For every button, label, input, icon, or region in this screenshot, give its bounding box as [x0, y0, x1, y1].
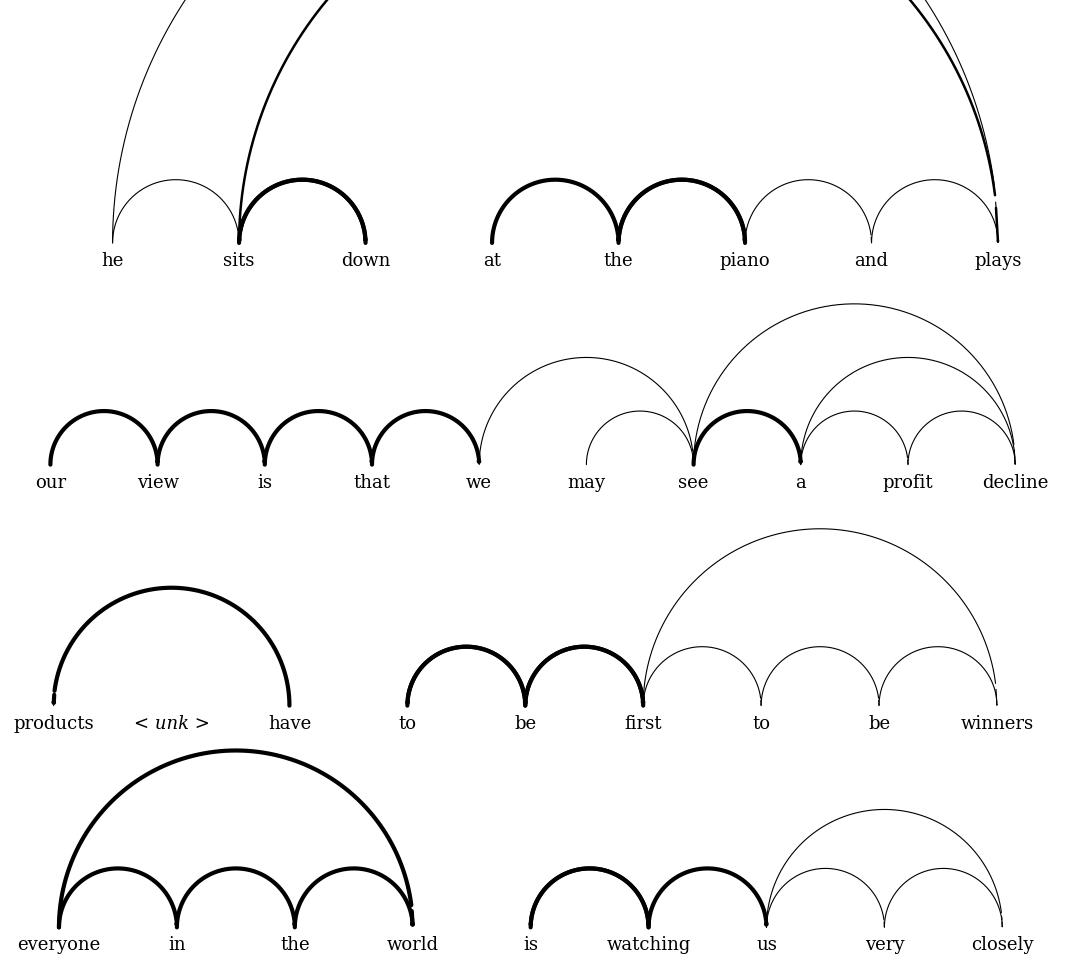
Text: to: to — [399, 714, 416, 733]
Text: and: and — [854, 252, 889, 270]
Text: may: may — [567, 473, 606, 492]
Text: a: a — [795, 473, 806, 492]
Text: is: is — [257, 473, 272, 492]
Text: piano: piano — [719, 252, 771, 270]
Text: be: be — [515, 714, 536, 733]
Text: winners: winners — [961, 714, 1033, 733]
Text: profit: profit — [882, 473, 934, 492]
Text: the: the — [280, 936, 310, 954]
Text: very: very — [865, 936, 904, 954]
Text: be: be — [868, 714, 890, 733]
Text: to: to — [753, 714, 770, 733]
Text: view: view — [136, 473, 179, 492]
Text: have: have — [268, 714, 311, 733]
Text: that: that — [354, 473, 390, 492]
Text: our: our — [34, 473, 66, 492]
Text: watching: watching — [607, 936, 690, 954]
Text: sits: sits — [223, 252, 255, 270]
Text: he: he — [102, 252, 123, 270]
Text: everyone: everyone — [17, 936, 101, 954]
Text: world: world — [387, 936, 438, 954]
Text: at: at — [483, 252, 501, 270]
Text: products: products — [13, 714, 94, 733]
Text: decline: decline — [982, 473, 1048, 492]
Text: closely: closely — [971, 936, 1033, 954]
Text: is: is — [523, 936, 538, 954]
Text: in: in — [168, 936, 185, 954]
Text: first: first — [625, 714, 661, 733]
Text: see: see — [679, 473, 709, 492]
Text: plays: plays — [974, 252, 1022, 270]
Text: down: down — [341, 252, 390, 270]
Text: us: us — [756, 936, 777, 954]
Text: < unk >: < unk > — [134, 714, 209, 733]
Text: the: the — [604, 252, 634, 270]
Text: we: we — [466, 473, 492, 492]
